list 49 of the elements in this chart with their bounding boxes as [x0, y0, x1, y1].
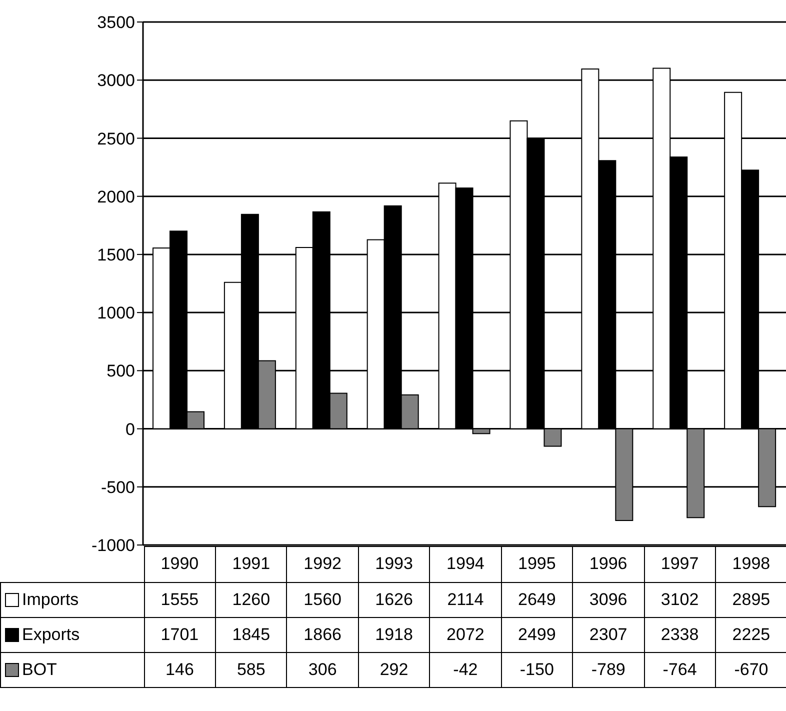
- data-label: 1560: [286, 582, 358, 617]
- data-label: -670: [716, 652, 786, 687]
- legend-label: Exports: [0, 617, 144, 652]
- data-label: 1701: [144, 617, 216, 652]
- x-tick-label: 1990: [144, 546, 216, 582]
- data-label: 2499: [501, 617, 573, 652]
- y-tick-label: -1000: [92, 536, 135, 556]
- x-tick-label: 1993: [358, 546, 430, 582]
- x-tick-label: 1995: [501, 546, 573, 582]
- data-label: 1260: [215, 582, 287, 617]
- data-label: 1845: [215, 617, 287, 652]
- data-label: 2895: [716, 582, 786, 617]
- data-label: 1555: [144, 582, 216, 617]
- data-label: -42: [430, 652, 502, 687]
- x-tick-label: 1997: [644, 546, 716, 582]
- data-label: 2072: [430, 617, 502, 652]
- data-label: 306: [286, 652, 358, 687]
- y-tick-label: -500: [100, 478, 135, 497]
- x-tick-label: 1992: [286, 546, 358, 582]
- data-label: -789: [572, 652, 644, 687]
- data-label: 146: [144, 652, 216, 687]
- data-label: 292: [358, 652, 430, 687]
- data-label: 2338: [644, 617, 716, 652]
- y-tick-label: 3000: [97, 71, 135, 90]
- data-label: 2307: [572, 617, 644, 652]
- data-label: 2649: [501, 582, 573, 617]
- data-label: 3102: [644, 582, 716, 617]
- y-tick-label: 500: [106, 362, 135, 381]
- y-tick-label: 1500: [97, 245, 135, 264]
- data-label: 585: [215, 652, 287, 687]
- data-label: 1918: [358, 617, 430, 652]
- x-tick-label: 1998: [716, 546, 786, 582]
- data-label: -150: [501, 652, 573, 687]
- data-label: 1626: [358, 582, 430, 617]
- y-tick-label: 2500: [97, 129, 135, 148]
- y-tick-label: 2000: [97, 187, 135, 206]
- y-tick-label: 0: [126, 420, 135, 439]
- legend-label: Imports: [0, 582, 144, 617]
- x-tick-label: 1996: [572, 546, 644, 582]
- legend-label: BOT: [0, 652, 144, 687]
- data-label: 1866: [286, 617, 358, 652]
- x-tick-label: 1994: [430, 546, 502, 582]
- data-label: -764: [644, 652, 716, 687]
- data-label: 2225: [716, 617, 786, 652]
- data-label: 3096: [572, 582, 644, 617]
- data-label: 2114: [430, 582, 502, 617]
- y-tick-label: 3500: [97, 13, 135, 32]
- y-tick-label: 1000: [97, 304, 135, 323]
- x-tick-label: 1991: [215, 546, 287, 582]
